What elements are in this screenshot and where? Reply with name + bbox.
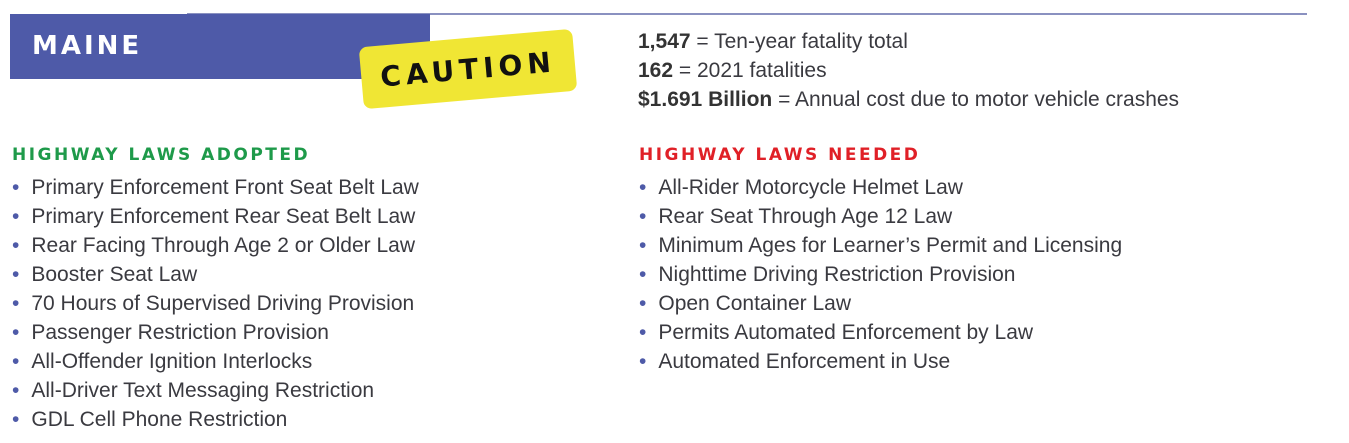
stats: 1,547 = Ten-year fatality total 162 = 20… [638, 27, 1179, 114]
list-item: GDL Cell Phone Restriction [12, 405, 419, 434]
needed-heading: HIGHWAY LAWS NEEDED [639, 145, 921, 165]
state-name: MAINE [32, 31, 143, 61]
list-item: Automated Enforcement in Use [639, 347, 1122, 376]
list-item: Primary Enforcement Rear Seat Belt Law [12, 202, 419, 231]
needed-list: All-Rider Motorcycle Helmet LawRear Seat… [639, 173, 1122, 376]
list-item: All-Offender Ignition Interlocks [12, 347, 419, 376]
stat-2021: 162 = 2021 fatalities [638, 59, 827, 82]
adopted-heading: HIGHWAY LAWS ADOPTED [12, 145, 311, 165]
list-item: Nighttime Driving Restriction Provision [639, 260, 1122, 289]
list-item: All-Driver Text Messaging Restriction [12, 376, 419, 405]
top-divider [187, 13, 1307, 15]
list-item: All-Rider Motorcycle Helmet Law [639, 173, 1122, 202]
list-item: Booster Seat Law [12, 260, 419, 289]
list-item: Minimum Ages for Learner’s Permit and Li… [639, 231, 1122, 260]
list-item: Rear Facing Through Age 2 or Older Law [12, 231, 419, 260]
list-item: 70 Hours of Supervised Driving Provision [12, 289, 419, 318]
list-item: Open Container Law [639, 289, 1122, 318]
stat-cost: $1.691 Billion = Annual cost due to moto… [638, 88, 1180, 111]
list-item: Passenger Restriction Provision [12, 318, 419, 347]
list-item: Permits Automated Enforcement by Law [639, 318, 1122, 347]
adopted-list: Primary Enforcement Front Seat Belt LawP… [12, 173, 419, 434]
list-item: Rear Seat Through Age 12 Law [639, 202, 1122, 231]
list-item: Primary Enforcement Front Seat Belt Law [12, 173, 419, 202]
stat-ten-year: 1,547 = Ten-year fatality total [638, 30, 908, 53]
